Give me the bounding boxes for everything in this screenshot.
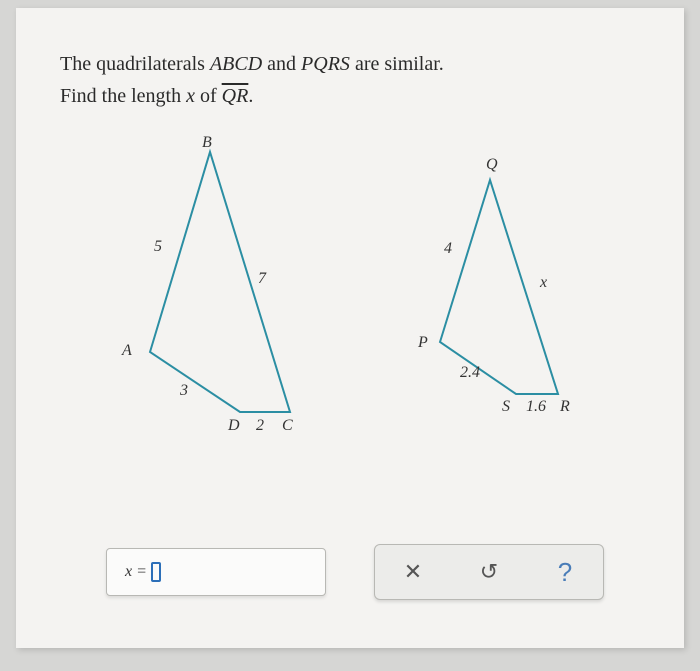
problem-line-1: The quadrilaterals ABCD and PQRS are sim… (60, 48, 640, 80)
vertex-q: Q (486, 156, 498, 174)
figures-area: A B C D 5 7 2 3 P Q R S 4 x 1.6 2.4 (60, 142, 640, 482)
vertex-b: B (202, 134, 212, 152)
input-cursor-icon (151, 562, 161, 582)
text: Find the length (60, 85, 186, 107)
clear-button[interactable]: ✕ (393, 559, 433, 585)
vertex-c: C (282, 417, 293, 435)
vertex-r: R (560, 398, 570, 416)
side-ab: 5 (154, 238, 162, 256)
side-rs: 1.6 (526, 398, 546, 416)
side-da: 3 (180, 382, 188, 400)
side-bc: 7 (258, 270, 266, 288)
vertex-p: P (418, 334, 428, 352)
answer-prefix: x = (125, 563, 147, 581)
action-toolbar: ✕ ↺ ? (374, 544, 604, 600)
answer-row: x = ✕ ↺ ? (106, 544, 604, 600)
help-button[interactable]: ? (545, 557, 585, 588)
quad-abcd (90, 142, 350, 442)
text: . (248, 85, 253, 107)
text: The quadrilaterals (60, 53, 210, 75)
side-cd: 2 (256, 417, 264, 435)
abcd-polygon (150, 152, 290, 412)
worksheet: The quadrilaterals ABCD and PQRS are sim… (16, 8, 684, 648)
side-sp: 2.4 (460, 364, 480, 382)
help-icon: ? (558, 557, 572, 587)
segment-qr: QR (222, 85, 249, 107)
text: of (195, 85, 222, 107)
answer-input-box[interactable]: x = (106, 548, 326, 596)
text: and (262, 53, 301, 75)
x-icon: ✕ (404, 559, 422, 584)
vertex-d: D (228, 417, 240, 435)
x-var: x (186, 85, 195, 107)
side-pq: 4 (444, 240, 452, 258)
vertex-a: A (122, 342, 132, 360)
quad-pqrs (390, 162, 610, 422)
text: are similar. (350, 53, 444, 75)
side-qr: x (540, 274, 547, 292)
pqrs: PQRS (301, 53, 350, 75)
problem-statement: The quadrilaterals ABCD and PQRS are sim… (60, 48, 640, 112)
problem-line-2: Find the length x of QR. (60, 80, 640, 112)
reset-icon: ↺ (480, 559, 498, 584)
reset-button[interactable]: ↺ (469, 559, 509, 585)
vertex-s: S (502, 398, 510, 416)
abcd: ABCD (210, 53, 262, 75)
